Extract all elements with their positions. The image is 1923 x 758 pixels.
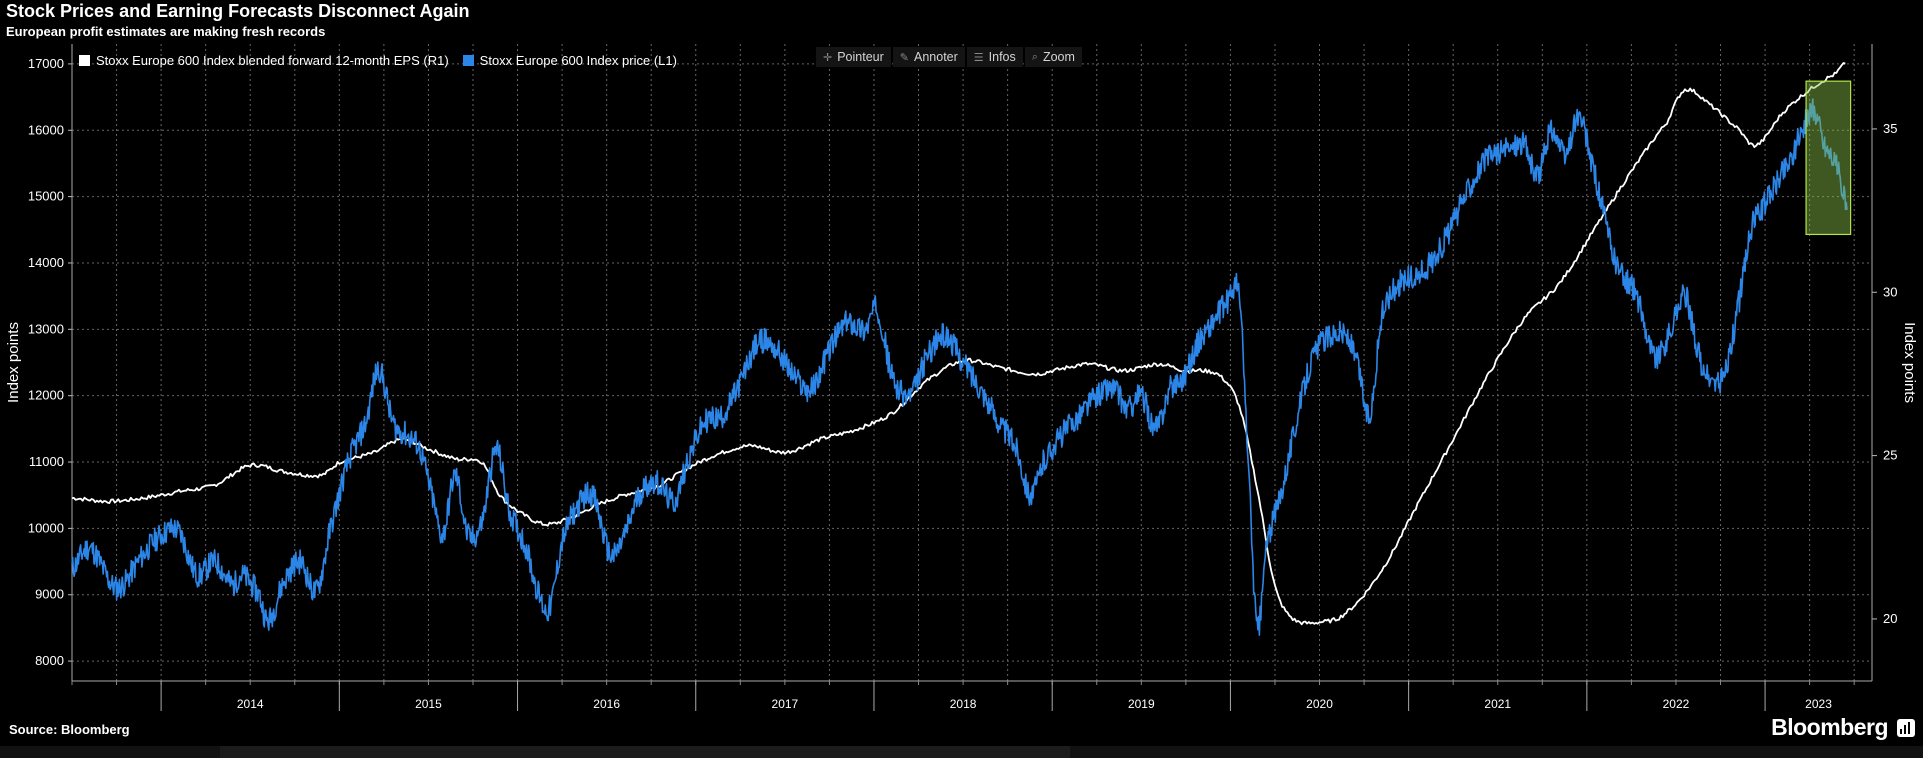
chart-subtitle: European profit estimates are making fre… — [6, 24, 326, 39]
x-axis: 2014 2015 2016 2017 2018 2019 2020 2021 2022 2023 — [71, 680, 1872, 711]
right-y-axis: 20 25 30 35 Index points — [1871, 44, 1918, 681]
zoom-label: Zoom — [1042, 50, 1075, 64]
info-button[interactable]: ☰ Infos — [966, 47, 1023, 67]
annotation-layer — [1805, 80, 1852, 236]
annotate-label: Annoter — [914, 50, 958, 64]
legend-swatch-eps — [79, 55, 90, 66]
legend-label-price: Stoxx Europe 600 Index price (L1) — [479, 53, 677, 68]
chart-bars-icon — [1897, 719, 1915, 737]
x-tick-label: 2014 — [237, 697, 264, 711]
source-note: Source: Bloomberg — [9, 722, 130, 737]
pointer-button[interactable]: ✛ Pointeur — [816, 47, 891, 67]
x-tick-label: 2020 — [1306, 697, 1333, 711]
annotate-button[interactable]: ✎ Annoter — [892, 47, 965, 67]
right-axis-title: Index points — [1901, 322, 1918, 403]
price-series-line — [71, 98, 1848, 636]
right-tick-label: 20 — [1883, 611, 1897, 626]
x-tick-label: 2022 — [1663, 697, 1690, 711]
legend-swatch-price — [462, 55, 474, 66]
left-tick-label: 15000 — [28, 189, 64, 204]
legend-item-price[interactable]: Stoxx Europe 600 Index price (L1) — [462, 53, 677, 68]
magnifier-icon: ⌕ — [1031, 50, 1038, 63]
series-layer — [71, 62, 1848, 636]
x-tick-label: 2018 — [950, 697, 977, 711]
zoom-button[interactable]: ⌕ Zoom — [1024, 47, 1082, 67]
right-tick-label: 35 — [1883, 121, 1897, 136]
eps-series-line — [71, 62, 1846, 626]
brand-logo: Bloomberg — [1771, 714, 1888, 740]
legend-label-eps: Stoxx Europe 600 Index blended forward 1… — [96, 53, 449, 68]
left-tick-label: 12000 — [28, 388, 64, 403]
pencil-icon: ✎ — [899, 50, 909, 64]
right-tick-label: 25 — [1883, 448, 1897, 463]
highlight-box — [1805, 80, 1852, 236]
left-y-axis: 8000 9000 10000 11000 12000 13000 14000 15000 16… — [5, 44, 73, 681]
x-tick-label: 2017 — [772, 697, 799, 711]
x-tick-label: 2019 — [1128, 697, 1155, 711]
left-tick-label: 11000 — [29, 454, 64, 469]
left-tick-label: 9000 — [35, 587, 64, 602]
list-icon: ☰ — [973, 50, 984, 64]
left-tick-label: 13000 — [28, 321, 64, 336]
info-label: Infos — [988, 50, 1016, 64]
x-tick-label: 2016 — [593, 697, 620, 711]
bottom-scrollbar[interactable] — [0, 746, 1923, 758]
left-tick-label: 14000 — [28, 255, 64, 270]
left-tick-label: 17000 — [28, 56, 64, 71]
x-tick-label: 2015 — [415, 697, 442, 711]
chart-title: Stock Prices and Earning Forecasts Disco… — [6, 1, 470, 21]
left-axis-title: Index points — [5, 322, 22, 403]
pointer-label: Pointeur — [837, 50, 884, 64]
scroll-segment[interactable] — [220, 746, 1070, 758]
legend: Stoxx Europe 600 Index blended forward 1… — [79, 53, 677, 68]
right-tick-label: 30 — [1883, 284, 1897, 299]
x-tick-label: 2021 — [1484, 697, 1511, 711]
left-tick-label: 10000 — [28, 520, 64, 535]
crosshair-icon: ✛ — [823, 50, 833, 64]
left-tick-label: 16000 — [28, 122, 64, 137]
x-tick-label: 2023 — [1805, 697, 1832, 711]
legend-item-eps[interactable]: Stoxx Europe 600 Index blended forward 1… — [79, 53, 449, 68]
left-tick-label: 8000 — [35, 653, 64, 668]
chart-toolbar: ✛ Pointeur ✎ Annoter ☰ Infos ⌕ Zoom — [816, 47, 1082, 67]
